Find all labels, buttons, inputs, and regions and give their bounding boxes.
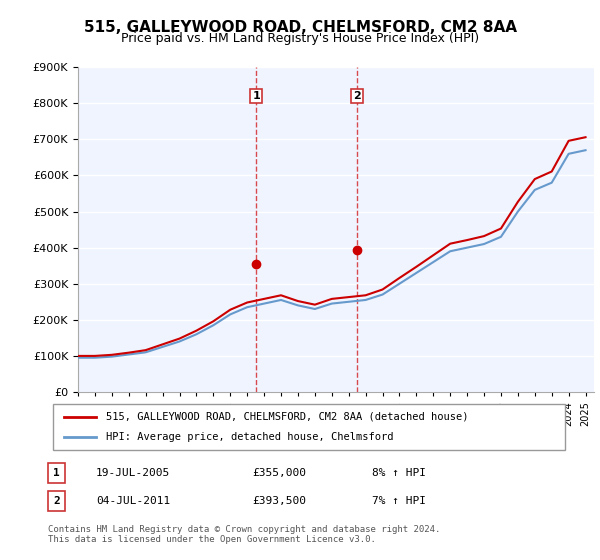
Text: 1: 1 [253,91,260,101]
Text: Price paid vs. HM Land Registry's House Price Index (HPI): Price paid vs. HM Land Registry's House … [121,32,479,45]
Text: 8% ↑ HPI: 8% ↑ HPI [372,468,426,478]
Text: Contains HM Land Registry data © Crown copyright and database right 2024.
This d: Contains HM Land Registry data © Crown c… [48,525,440,544]
Text: 2: 2 [353,91,361,101]
Text: 515, GALLEYWOOD ROAD, CHELMSFORD, CM2 8AA: 515, GALLEYWOOD ROAD, CHELMSFORD, CM2 8A… [83,20,517,35]
Text: 2: 2 [53,496,60,506]
FancyBboxPatch shape [53,404,565,450]
Text: HPI: Average price, detached house, Chelmsford: HPI: Average price, detached house, Chel… [106,432,394,442]
Text: 7% ↑ HPI: 7% ↑ HPI [372,496,426,506]
Text: 1: 1 [53,468,60,478]
Text: 19-JUL-2005: 19-JUL-2005 [96,468,170,478]
Text: 04-JUL-2011: 04-JUL-2011 [96,496,170,506]
Text: £355,000: £355,000 [252,468,306,478]
Text: £393,500: £393,500 [252,496,306,506]
Text: 515, GALLEYWOOD ROAD, CHELMSFORD, CM2 8AA (detached house): 515, GALLEYWOOD ROAD, CHELMSFORD, CM2 8A… [106,412,469,422]
